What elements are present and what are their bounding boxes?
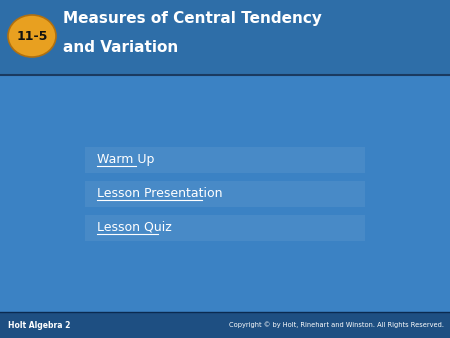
Bar bbox=[0, 312, 450, 338]
Bar bbox=[85, 215, 365, 241]
Text: Measures of Central Tendency: Measures of Central Tendency bbox=[63, 10, 322, 25]
Text: and Variation: and Variation bbox=[63, 41, 178, 55]
Ellipse shape bbox=[8, 15, 56, 57]
Text: 11-5: 11-5 bbox=[16, 29, 48, 43]
Text: Copyright © by Holt, Rinehart and Winston. All Rights Reserved.: Copyright © by Holt, Rinehart and Winsto… bbox=[229, 322, 444, 328]
Text: Lesson Quiz: Lesson Quiz bbox=[97, 221, 172, 234]
Bar bbox=[85, 180, 365, 207]
Text: Holt Algebra 2: Holt Algebra 2 bbox=[8, 320, 70, 330]
Text: Warm Up: Warm Up bbox=[97, 153, 154, 166]
Text: Lesson Presentation: Lesson Presentation bbox=[97, 187, 222, 200]
Bar bbox=[85, 146, 365, 172]
Bar bbox=[0, 0, 450, 75]
